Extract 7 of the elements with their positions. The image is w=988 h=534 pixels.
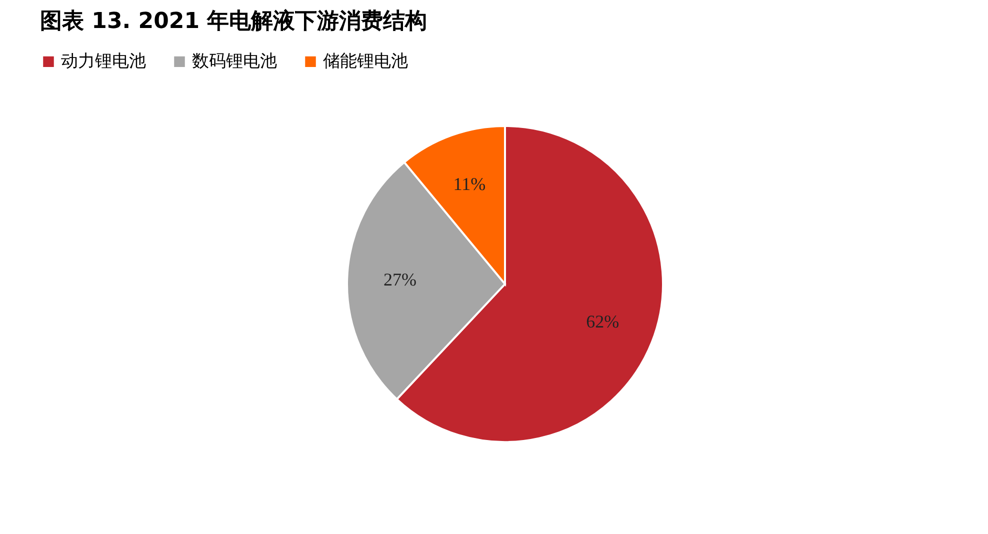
data-label: 62% bbox=[586, 312, 620, 332]
legend-label: 数码锂电池 bbox=[192, 52, 277, 72]
chart-title: 图表 13. 2021 年电解液下游消费结构 bbox=[40, 8, 428, 34]
legend-label: 动力锂电池 bbox=[61, 52, 146, 72]
data-label: 11% bbox=[453, 174, 486, 194]
legend-label: 储能锂电池 bbox=[323, 52, 408, 72]
data-label: 27% bbox=[384, 270, 417, 290]
